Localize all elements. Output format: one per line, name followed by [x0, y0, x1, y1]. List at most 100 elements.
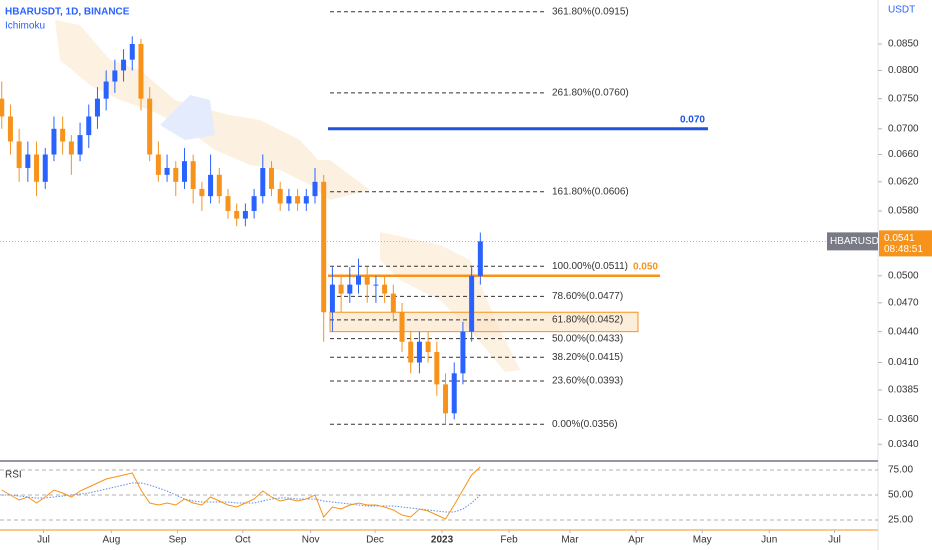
candle-body — [303, 196, 309, 204]
x-tick-label: 2023 — [431, 535, 454, 546]
candle-body — [34, 154, 40, 182]
x-tick-label: Jun — [761, 535, 777, 546]
symbol-tag: HBARUSDT — [830, 236, 885, 247]
candle-body — [94, 98, 100, 117]
candle-body — [77, 135, 83, 155]
chart-title: HBARUSDT, 1D, BINANCE — [5, 7, 130, 18]
x-tick-label: Mar — [561, 535, 579, 546]
x-tick-label: Sep — [169, 535, 187, 546]
rsi-tick-label: 75.00 — [888, 465, 913, 476]
x-tick-label: Jul — [37, 535, 50, 546]
fib-label: 78.60%(0.0477) — [552, 291, 623, 302]
candle-body — [16, 141, 22, 168]
candle-body — [7, 116, 13, 142]
candle-body — [321, 181, 327, 313]
candle-body — [234, 210, 240, 219]
candle-body — [147, 98, 153, 155]
candle-body — [0, 98, 5, 117]
candle-body — [68, 141, 74, 155]
rsi-tick-label: 50.00 — [888, 490, 913, 501]
candle-body — [216, 174, 222, 197]
candle-body — [86, 116, 92, 136]
candle-body — [416, 341, 422, 363]
candle-body — [460, 331, 466, 374]
y-tick-label: 0.0500 — [888, 270, 919, 281]
y-tick-label: 0.0580 — [888, 206, 919, 217]
x-tick-label: May — [693, 535, 712, 546]
candle-body — [190, 161, 196, 189]
candle-body — [225, 196, 231, 211]
fib-label: 61.80%(0.0452) — [552, 315, 623, 326]
rsi-title: RSI — [5, 470, 22, 481]
fib-label: 100.00%(0.0511) — [552, 261, 628, 272]
candle-body — [347, 284, 353, 294]
price-tag: 0.0541 — [884, 233, 915, 244]
rsi-line — [1, 466, 481, 520]
candle-body — [295, 196, 301, 204]
candle-body — [434, 351, 440, 385]
rsi-ma-line — [1, 482, 481, 513]
candle-body — [425, 341, 431, 352]
candle-body — [451, 373, 457, 414]
candle-body — [286, 196, 292, 204]
y-tick-label: 0.0410 — [888, 357, 919, 368]
candle-body — [390, 293, 396, 313]
y-tick-label: 0.0800 — [888, 65, 919, 76]
candle-body — [477, 241, 483, 276]
y-tick-label: 0.0750 — [888, 93, 919, 104]
candle-body — [51, 128, 57, 155]
price-tag-bg — [879, 230, 932, 257]
indicator-label: Ichimoku — [5, 21, 45, 32]
fib-label: 23.60%(0.0393) — [552, 376, 623, 387]
candle-body — [251, 196, 257, 211]
candle-body — [373, 284, 379, 286]
fib-label: 261.80%(0.0760) — [552, 88, 629, 99]
fib-label: 361.80%(0.0915) — [552, 6, 629, 17]
candle-body — [338, 284, 344, 294]
candle-body — [199, 188, 205, 197]
candle-body — [260, 167, 266, 197]
candle-body — [112, 70, 118, 82]
candle-body — [399, 312, 405, 342]
candle-body — [42, 154, 48, 182]
candle-body — [268, 167, 274, 189]
candle-body — [329, 284, 335, 313]
target-label: 0.070 — [680, 114, 705, 125]
zone-box — [329, 311, 639, 333]
candle-body — [155, 154, 161, 175]
x-tick-label: Feb — [500, 535, 518, 546]
y-tick-label: 0.0340 — [888, 439, 919, 450]
fib-label: 38.20%(0.0415) — [552, 352, 623, 363]
target-label: 0.050 — [633, 261, 658, 272]
candle-body — [164, 167, 170, 175]
candle-body — [312, 181, 318, 197]
candle-body — [25, 154, 31, 168]
candle-body — [103, 81, 109, 99]
fib-label: 50.00%(0.0433) — [552, 333, 623, 344]
countdown: 08:48:51 — [884, 244, 923, 255]
y-tick-label: 0.0440 — [888, 326, 919, 337]
x-tick-label: Oct — [235, 535, 251, 546]
x-tick-label: Aug — [102, 535, 120, 546]
candle-body — [277, 188, 283, 204]
y-tick-label: 0.0850 — [888, 39, 919, 50]
y-tick-label: 0.0385 — [888, 385, 919, 396]
candle-body — [208, 174, 214, 197]
y-tick-label: 0.0470 — [888, 297, 919, 308]
x-tick-label: Nov — [302, 535, 320, 546]
x-tick-label: Apr — [628, 535, 644, 546]
fib-label: 0.00%(0.0356) — [552, 419, 618, 430]
candle-body — [121, 59, 127, 71]
candle-body — [181, 161, 187, 182]
y-tick-label: 0.0700 — [888, 123, 919, 134]
y-tick-label: 0.0660 — [888, 149, 919, 160]
ichimoku-cloud — [55, 20, 520, 372]
candle-body — [138, 43, 144, 99]
x-tick-label: Dec — [366, 535, 384, 546]
axis-unit: USDT — [888, 5, 915, 16]
candle-body — [408, 341, 414, 363]
rsi-tick-label: 25.00 — [888, 515, 913, 526]
fib-label: 161.80%(0.0606) — [552, 186, 629, 197]
candle-body — [356, 275, 362, 285]
